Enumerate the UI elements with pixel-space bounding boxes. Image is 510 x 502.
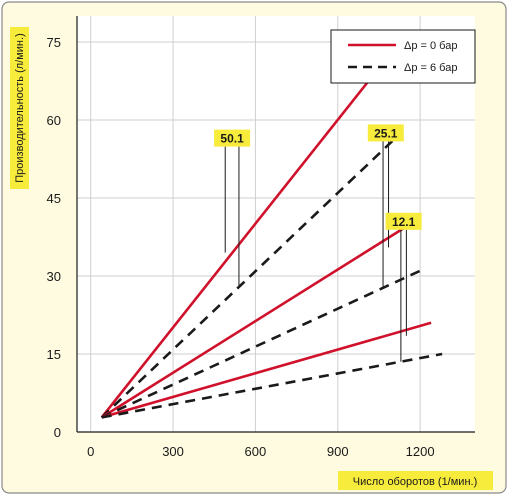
tick-labels: 0 300 600 900 1200 0 15 30 45 60 75 [47, 35, 435, 459]
y-tick-label: 15 [47, 347, 61, 362]
x-tick-label: 0 [87, 444, 94, 459]
legend-label-solid: Δp = 0 бар [404, 40, 457, 52]
series-line-12-1-solid [101, 321, 432, 419]
data-series [100, 67, 443, 419]
x-axis-title: Число оборотов (1/мин.) [353, 476, 478, 488]
y-tick-label: 0 [54, 425, 61, 440]
series-line-25-1-solid [101, 220, 416, 419]
annotation-label-bg [214, 129, 251, 147]
y-axis-title-highlight [10, 27, 29, 189]
series-line-50-1-solid [100, 67, 380, 419]
annotation-label: 12.1 [392, 215, 416, 229]
y-tick-label: 45 [47, 191, 61, 206]
x-tick-label: 900 [327, 444, 349, 459]
legend: Δp = 0 бар Δp = 6 бар [330, 29, 476, 84]
legend-label-dashed: Δp = 6 бар [404, 62, 457, 74]
y-axis-title: Производительность (л/мин.) [14, 33, 26, 182]
annotation-label-bg [367, 124, 404, 142]
x-axis-title-highlight [338, 471, 493, 490]
y-tick-label: 30 [47, 269, 61, 284]
x-tick-label: 300 [162, 444, 184, 459]
annotation-label: 25.1 [374, 126, 398, 140]
y-tick-label: 60 [47, 113, 61, 128]
series-line-25-1-dashed [101, 269, 421, 419]
axis-titles: Число оборотов (1/мин.) Производительнос… [10, 27, 493, 490]
x-tick-label: 600 [245, 444, 267, 459]
y-tick-label: 75 [47, 35, 61, 50]
legend-box [330, 29, 476, 84]
model-annotations: 50.1 25.1 12.1 [214, 124, 422, 362]
axes [76, 16, 475, 433]
x-tick-label: 1200 [406, 444, 435, 459]
annotation-label-bg [385, 212, 422, 230]
series-line-50-1-dashed [100, 134, 399, 419]
series-line-12-1-dashed [101, 352, 443, 419]
annotation-label: 50.1 [220, 132, 244, 146]
